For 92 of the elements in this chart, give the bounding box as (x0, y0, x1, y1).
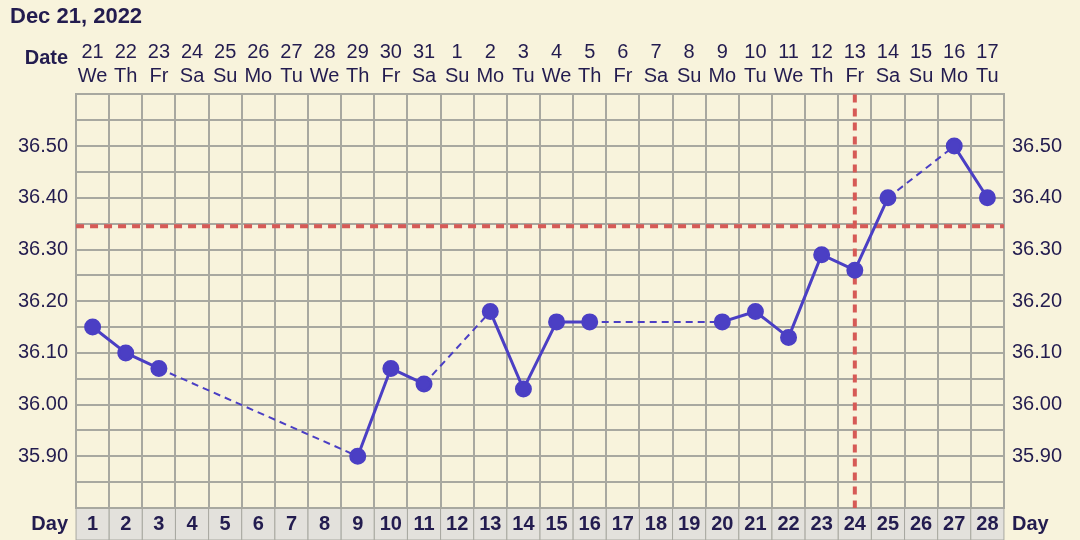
x2-tick-label: 14 Sa (875, 39, 902, 86)
x2-tick-label: 4 We (541, 39, 572, 86)
x-tick-label: 4 (186, 511, 199, 534)
point (846, 261, 864, 279)
x-tick-label: 11 (413, 511, 435, 534)
point (84, 318, 102, 336)
y-tick-label: 36.30 (17, 237, 69, 260)
x2-tick-label: 11 We (773, 39, 804, 86)
x2-tick-label: 7 Sa (643, 39, 670, 86)
x-tick-label: 16 (578, 511, 601, 534)
x-tick-label: 23 (810, 511, 833, 534)
y-tick-label: 36.10 (17, 340, 69, 363)
x2-tick-label: 1 Su (444, 39, 470, 86)
y2-tick-label: 35.90 (1011, 443, 1063, 466)
x2-tick-label: 27 Tu (280, 39, 303, 86)
y2-tick-label: 36.40 (1011, 185, 1063, 208)
point (481, 303, 499, 321)
point (879, 189, 897, 207)
text: Day (1011, 511, 1049, 534)
point (813, 246, 831, 264)
x2-tick-label: 16 Mo (940, 39, 969, 86)
x-tick-label: 15 (545, 511, 568, 534)
x-tick-label: 7 (285, 511, 298, 534)
x-tick-label: 9 (352, 511, 364, 534)
y2-tick-label: 36.00 (1011, 392, 1063, 415)
x-tick-label: 8 (319, 511, 331, 534)
chart-title: Dec 21, 2022 (10, 3, 143, 29)
x2-tick-label: 9 Mo (708, 39, 737, 86)
x2-tick-label: 12 Th (810, 39, 834, 86)
point (382, 359, 400, 377)
x-tick-label: 28 (976, 511, 999, 534)
x-tick-label: 22 (777, 511, 800, 534)
x-tick-label: 12 (446, 511, 469, 534)
x2-tick-label: 31 Sa (411, 39, 438, 86)
x-tick-label: 26 (909, 511, 933, 534)
x2-tick-label: 28 We (309, 39, 340, 86)
x2-tick-label: 13 Fr (843, 39, 866, 86)
y2-tick-label: 36.30 (1011, 237, 1063, 260)
x-tick-label: 13 (479, 511, 502, 534)
x2-tick-label: 23 Fr (147, 39, 171, 86)
y-tick-label: 35.90 (17, 443, 69, 466)
x-axis-title: Day (31, 511, 69, 534)
x2-tick-label: 8 Su (676, 39, 702, 86)
x-tick-label: 1 (87, 511, 99, 534)
x-tick-label: 20 (711, 511, 734, 534)
x2-tick-label: 17 Tu (976, 39, 999, 86)
x2-tick-label: 21 We (77, 39, 108, 86)
point (514, 380, 532, 398)
x2-tick-label: 30 Fr (379, 39, 402, 86)
x-tick-label: 27 (943, 511, 966, 534)
x-tick-label: 24 (843, 511, 867, 534)
y2-tick-label: 36.10 (1011, 340, 1063, 363)
x-tick-label: 17 (611, 511, 634, 534)
point (713, 313, 731, 331)
x-tick-label: 14 (512, 511, 536, 534)
point (780, 328, 798, 346)
x-tick-label: 10 (379, 511, 402, 534)
point (746, 303, 764, 321)
x2-tick-label: 6 Fr (613, 39, 633, 86)
x2-tick-label: 15 Su (908, 39, 934, 86)
point (150, 359, 168, 377)
x-tick-label: 2 (120, 511, 132, 534)
x-tick-label: 6 (252, 511, 264, 534)
x2-tick-label: 5 Th (578, 39, 602, 86)
x2-tick-label: 10 Tu (744, 39, 767, 86)
point (581, 313, 599, 331)
y2-tick-label: 36.50 (1011, 133, 1063, 156)
x2-axis-title: Date (24, 45, 69, 68)
y-tick-label: 36.00 (17, 392, 69, 415)
x2-tick-label: 22 Th (114, 39, 138, 86)
point (945, 137, 963, 155)
x-tick-label: 21 (744, 511, 767, 534)
point (117, 344, 135, 362)
x-tick-label: 3 (153, 511, 165, 534)
point (978, 189, 996, 207)
y-tick-label: 36.20 (17, 288, 69, 311)
x-tick-label: 25 (876, 511, 900, 534)
x2-tick-label: 29 Th (346, 39, 370, 86)
point (415, 375, 433, 393)
x-tick-label: 18 (644, 511, 668, 534)
x2-tick-label: 26 Mo (244, 39, 273, 86)
x2-tick-label: 24 Sa (179, 39, 206, 86)
point (349, 447, 367, 465)
x2-tick-label: 3 Tu (512, 39, 535, 86)
x2-tick-label: 2 Mo (476, 39, 505, 86)
x-tick-label: 5 (219, 511, 231, 534)
y2-tick-label: 36.20 (1011, 288, 1063, 311)
y-tick-label: 36.50 (17, 133, 69, 156)
point (548, 313, 566, 331)
y-tick-label: 36.40 (17, 185, 69, 208)
x2-tick-label: 25 Su (212, 39, 238, 86)
x-tick-label: 19 (678, 511, 701, 534)
